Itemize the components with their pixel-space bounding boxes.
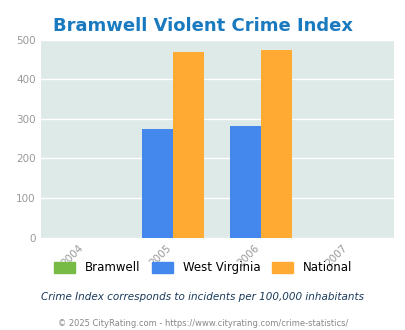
Bar (230, 126, 261, 238)
Text: Bramwell Violent Crime Index: Bramwell Violent Crime Index (53, 17, 352, 35)
Text: Crime Index corresponds to incidents per 100,000 inhabitants: Crime Index corresponds to incidents per… (41, 292, 364, 302)
Bar (142, 129, 173, 238)
Legend: Bramwell, West Virginia, National: Bramwell, West Virginia, National (49, 257, 356, 279)
Bar (173, 52, 203, 238)
Text: © 2025 CityRating.com - https://www.cityrating.com/crime-statistics/: © 2025 CityRating.com - https://www.city… (58, 319, 347, 328)
Bar (261, 50, 292, 238)
